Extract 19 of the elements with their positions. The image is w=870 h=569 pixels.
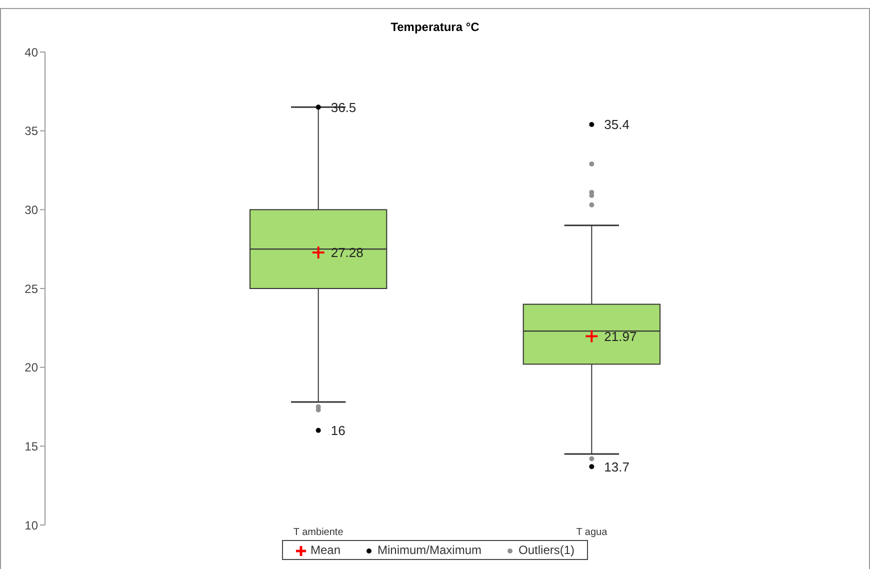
legend-label: Mean — [309, 543, 340, 557]
data-label: 35.4 — [604, 117, 630, 132]
y-tick-label: 40 — [24, 45, 38, 60]
legend-label: Minimum/Maximum — [376, 543, 482, 557]
legend-label: Outliers(1) — [518, 543, 575, 557]
data-label: 36.5 — [330, 100, 356, 115]
y-tick-label: 30 — [24, 202, 38, 217]
y-tick-label: 35 — [24, 124, 38, 138]
y-tick-label: 15 — [24, 439, 38, 454]
data-label: 21.97 — [604, 328, 637, 344]
y-tick-label: 25 — [24, 282, 38, 296]
y-tick-label: 20 — [24, 360, 38, 375]
y-tick-label: 10 — [24, 518, 38, 532]
x-tick-label: T agua — [576, 527, 608, 538]
data-label: 27.28 — [330, 245, 364, 260]
data-label: 13.7 — [604, 459, 630, 474]
chart-title: Temperatura °C — [390, 20, 480, 34]
data-label: 16 — [330, 423, 346, 438]
x-tick-label: T ambiente — [293, 527, 344, 538]
